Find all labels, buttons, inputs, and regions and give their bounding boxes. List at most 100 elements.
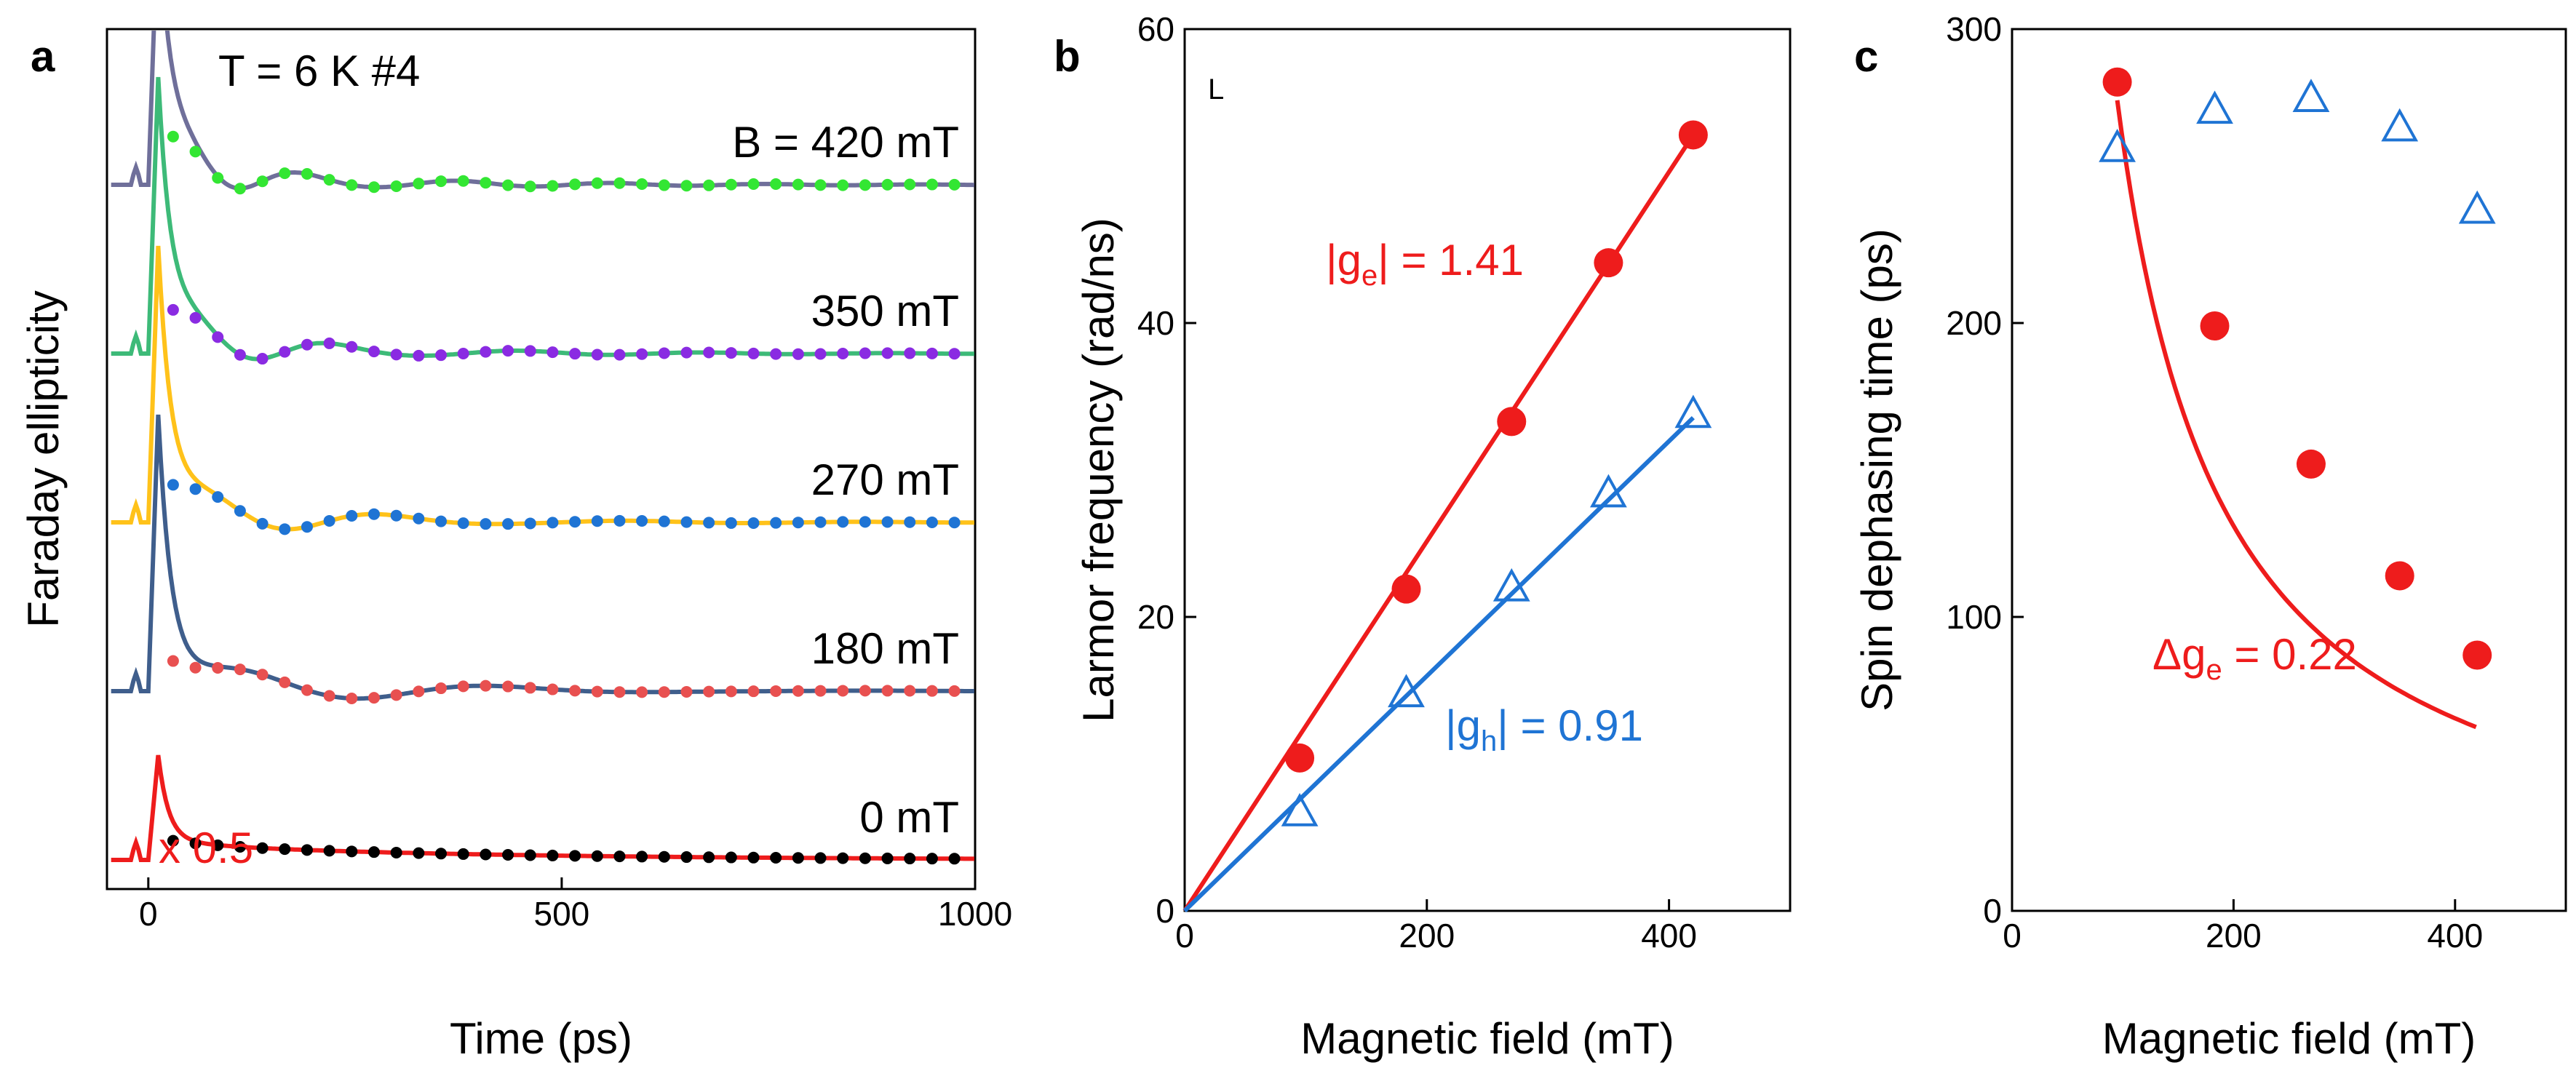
a-series-line-180 bbox=[111, 414, 974, 701]
a-data-point-350 bbox=[703, 346, 715, 359]
a-data-point-350 bbox=[413, 349, 425, 362]
a-data-point-420 bbox=[636, 178, 648, 191]
a-data-point-350 bbox=[323, 337, 335, 349]
a-data-point-180 bbox=[413, 685, 425, 698]
a-data-point-350 bbox=[390, 348, 402, 361]
a-data-point-270 bbox=[390, 509, 402, 522]
a-data-point-270 bbox=[524, 517, 536, 530]
a-data-point-350 bbox=[234, 348, 246, 361]
a-data-point-0 bbox=[301, 844, 313, 856]
a-data-point-420 bbox=[435, 175, 448, 188]
a-data-point-180 bbox=[904, 685, 916, 697]
a-data-point-420 bbox=[346, 179, 358, 191]
a-data-point-0 bbox=[413, 847, 425, 859]
a-data-point-0 bbox=[256, 842, 269, 854]
a-data-point-180 bbox=[457, 680, 469, 693]
c-delta-g-label: Δge = 0.22 bbox=[2152, 630, 2357, 686]
a-data-point-180 bbox=[613, 686, 626, 698]
a-data-point-180 bbox=[323, 690, 335, 702]
a-data-point-420 bbox=[256, 175, 269, 188]
a-data-point-420 bbox=[948, 178, 961, 191]
a-data-point-270 bbox=[279, 523, 291, 535]
a-data-point-0 bbox=[323, 845, 335, 857]
a-data-point-180 bbox=[837, 685, 849, 697]
a-data-point-270 bbox=[658, 515, 670, 527]
a-data-point-180 bbox=[502, 680, 514, 693]
a-data-point-350 bbox=[613, 348, 626, 361]
a-data-point-270 bbox=[234, 505, 246, 517]
a-data-point-0 bbox=[546, 849, 559, 861]
a-data-point-0 bbox=[480, 848, 492, 861]
b-data-point-electron bbox=[1497, 407, 1527, 437]
a-data-point-0 bbox=[569, 850, 581, 862]
a-data-point-180 bbox=[435, 682, 448, 695]
a-data-point-350 bbox=[725, 347, 737, 359]
a-data-point-180 bbox=[279, 676, 291, 688]
c-data-point-hole bbox=[2292, 79, 2330, 113]
a-data-point-420 bbox=[859, 179, 871, 191]
a-data-point-270 bbox=[680, 516, 693, 528]
a-series-label-180: 180 mT bbox=[811, 624, 959, 673]
a-data-point-270 bbox=[859, 516, 871, 528]
a-data-point-420 bbox=[680, 180, 693, 192]
b-fit-line-hole bbox=[1182, 415, 1695, 913]
a-plot-frame bbox=[106, 28, 977, 890]
a-data-point-0 bbox=[367, 846, 380, 858]
c-x-tick-label: 200 bbox=[2206, 917, 2262, 955]
b-y-tick-label: 20 bbox=[1137, 598, 1174, 636]
a-data-point-350 bbox=[904, 347, 916, 359]
a-data-point-0 bbox=[613, 850, 626, 863]
a-data-point-350 bbox=[680, 346, 693, 359]
a-data-point-180 bbox=[948, 685, 961, 697]
panel-letter-c: c bbox=[1854, 32, 1878, 81]
a-data-point-420 bbox=[301, 167, 313, 180]
a-data-point-180 bbox=[636, 686, 648, 698]
a-data-point-420 bbox=[747, 178, 760, 190]
a-data-point-0 bbox=[658, 850, 670, 863]
a-data-point-420 bbox=[926, 178, 938, 191]
a-data-point-0 bbox=[435, 848, 448, 860]
a-data-point-0 bbox=[457, 848, 469, 860]
b-electron-g-label: |ge| = 1.41 bbox=[1326, 236, 1524, 292]
a-data-point-420 bbox=[502, 179, 514, 191]
a-data-point-180 bbox=[167, 655, 179, 667]
a-data-point-420 bbox=[390, 180, 402, 192]
a-data-point-270 bbox=[346, 510, 358, 522]
a-data-point-180 bbox=[859, 685, 871, 697]
a-data-point-350 bbox=[546, 346, 559, 359]
a-data-point-350 bbox=[524, 345, 536, 357]
a-series-line-270 bbox=[111, 245, 974, 532]
a-data-point-180 bbox=[480, 680, 492, 692]
a-data-point-270 bbox=[323, 514, 335, 527]
a-data-point-270 bbox=[904, 516, 916, 528]
a-data-point-350 bbox=[569, 348, 581, 360]
a-data-point-180 bbox=[524, 682, 536, 694]
a-series-line-350 bbox=[111, 76, 974, 362]
a-data-point-420 bbox=[814, 179, 827, 191]
a-data-point-420 bbox=[457, 175, 469, 187]
a-data-point-0 bbox=[881, 852, 894, 864]
c-data-point-hole bbox=[2458, 190, 2496, 224]
a-data-point-180 bbox=[234, 663, 246, 676]
a-data-point-0 bbox=[524, 849, 536, 861]
a-data-point-270 bbox=[770, 517, 782, 529]
a-data-point-270 bbox=[457, 517, 469, 530]
a-data-point-0 bbox=[212, 839, 224, 851]
a-data-point-420 bbox=[837, 179, 849, 191]
c-y-tick-label: 0 bbox=[1983, 892, 2002, 930]
a-data-point-180 bbox=[256, 669, 269, 681]
a-data-point-420 bbox=[881, 178, 894, 191]
a-data-point-0 bbox=[926, 853, 938, 865]
a-data-point-270 bbox=[948, 517, 961, 529]
c-y-axis-label: Spin dephasing time (ps) bbox=[1853, 228, 1901, 712]
a-data-point-180 bbox=[189, 661, 202, 674]
a-data-point-180 bbox=[725, 685, 737, 698]
a-data-point-0 bbox=[837, 852, 849, 864]
a-data-point-270 bbox=[814, 516, 827, 528]
a-data-point-420 bbox=[792, 178, 804, 191]
c-y-tick-label: 300 bbox=[1946, 10, 2002, 48]
a-data-point-0 bbox=[747, 851, 760, 864]
a-series-label-420: B = 420 mT bbox=[732, 118, 959, 167]
b-y-tick-label: 60 bbox=[1137, 10, 1174, 48]
a-data-point-350 bbox=[189, 311, 202, 324]
